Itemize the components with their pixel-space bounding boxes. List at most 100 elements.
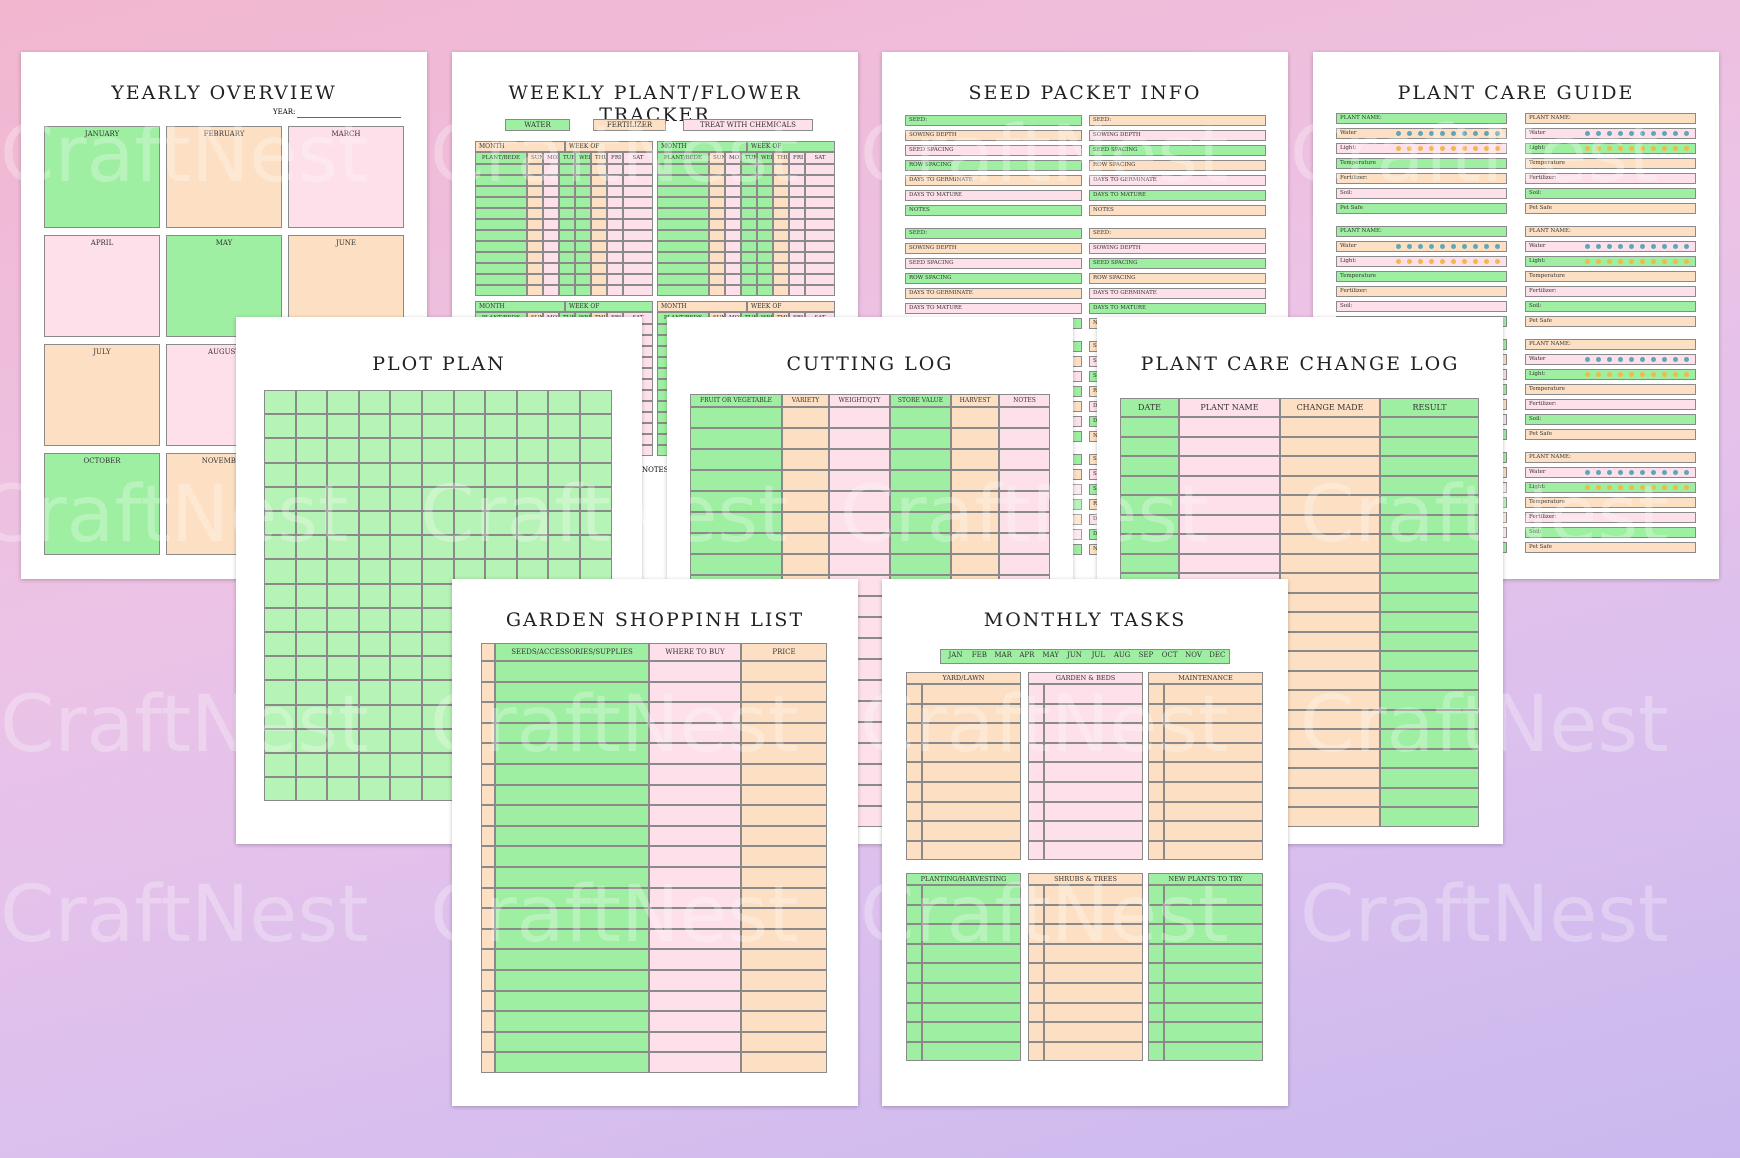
- table-cell: [475, 230, 527, 241]
- task-index: [906, 742, 922, 763]
- task-cell: [1164, 1022, 1263, 1042]
- table-cell: [805, 230, 835, 241]
- column-header: VARIETY: [782, 394, 829, 407]
- table-cell: [649, 887, 741, 909]
- water-drop: [1607, 470, 1612, 475]
- table-cell: [741, 681, 827, 703]
- plot-cell: [358, 535, 391, 560]
- table-cell: [607, 197, 623, 208]
- month-box: APRIL: [44, 235, 160, 337]
- page-title: PLOT PLAN: [372, 353, 506, 375]
- table-cell: [1179, 495, 1280, 515]
- table-cell: [782, 449, 829, 470]
- water-drop: [1429, 131, 1434, 136]
- table-cell: [709, 164, 725, 175]
- task-cell: [922, 821, 1021, 841]
- table-cell: [725, 186, 741, 197]
- column-header: SAT: [623, 152, 653, 164]
- table-cell: [1280, 495, 1380, 515]
- table-cell: [773, 274, 789, 285]
- plot-cell: [422, 728, 454, 753]
- task-index: [1148, 840, 1164, 861]
- task-cell: [922, 904, 1021, 925]
- table-cell: [649, 970, 741, 991]
- task-index: [1028, 762, 1044, 782]
- plot-cell: [358, 583, 391, 608]
- table-cell: [741, 1031, 827, 1053]
- care-field: PLANT NAME:: [1525, 113, 1696, 124]
- plot-cell: [327, 753, 359, 778]
- task-cell: [922, 963, 1021, 983]
- task-index: [1028, 924, 1044, 944]
- task-cell: [1044, 742, 1143, 763]
- table-cell: [649, 784, 741, 806]
- table-cell: [1280, 573, 1380, 593]
- plot-cell: [358, 390, 391, 415]
- table-cell: [543, 230, 559, 241]
- care-field: Temperature: [1336, 158, 1507, 169]
- table-cell: [741, 285, 757, 296]
- light-sun: [1629, 146, 1634, 151]
- table-cell: [657, 164, 709, 175]
- table-cell: [495, 949, 649, 970]
- table-cell: [1380, 592, 1479, 612]
- light-sun: [1596, 146, 1601, 151]
- plot-cell: [485, 462, 517, 487]
- column-header: SAT: [805, 152, 835, 164]
- month-item: MAY: [1042, 651, 1059, 659]
- plot-cell: [295, 390, 328, 415]
- plot-cell: [358, 704, 391, 729]
- table-cell: [741, 784, 827, 806]
- care-field: Soil:: [1525, 414, 1696, 425]
- table-cell: [725, 164, 741, 175]
- plot-cell: [327, 486, 359, 511]
- table-cell: [999, 533, 1050, 554]
- table-cell: [1120, 436, 1179, 456]
- table-cell: [481, 1052, 495, 1073]
- plot-cell: [327, 438, 359, 463]
- light-sun: [1396, 146, 1401, 151]
- water-drop: [1640, 470, 1645, 475]
- table-cell: [649, 867, 741, 888]
- table-cell: [805, 208, 835, 219]
- column-header: FRUIT OR VEGETABLE: [690, 394, 782, 407]
- table-cell: [1280, 748, 1380, 768]
- table-cell: [475, 197, 527, 208]
- table-cell: [741, 197, 757, 208]
- table-cell: [782, 428, 829, 449]
- table-cell: [829, 533, 890, 554]
- table-cell: [607, 252, 623, 263]
- table-cell: [475, 285, 527, 296]
- column-header: SUN: [527, 152, 543, 164]
- table-cell: [575, 175, 591, 186]
- table-cell: [623, 219, 653, 230]
- table-cell: [789, 175, 805, 186]
- table-cell: [607, 274, 623, 285]
- table-cell: [1120, 514, 1179, 534]
- month-box: JANUARY: [44, 126, 160, 228]
- plot-cell: [264, 607, 296, 632]
- table-cell: [805, 219, 835, 230]
- plot-cell: [453, 438, 486, 463]
- plot-cell: [327, 704, 359, 729]
- plot-cell: [327, 390, 359, 415]
- column-header: [481, 643, 495, 661]
- care-field: PLANT NAME:: [1525, 226, 1696, 237]
- table-cell: [623, 208, 653, 219]
- table-cell: [725, 285, 741, 296]
- table-cell: [1280, 456, 1380, 476]
- care-field: Pet Safe: [1525, 203, 1696, 214]
- task-index: [1148, 762, 1164, 782]
- task-index: [1028, 703, 1044, 724]
- plot-cell: [264, 511, 296, 536]
- task-cell: [1164, 1041, 1263, 1062]
- seed-field: DAYS TO MATURE: [1089, 303, 1266, 314]
- table-cell: [725, 241, 741, 252]
- plot-cell: [580, 486, 612, 511]
- plot-cell: [422, 511, 454, 536]
- table-cell: [999, 554, 1050, 575]
- table-cell: [495, 681, 649, 703]
- seed-field: ROW SPACING: [1089, 273, 1266, 284]
- care-field: PLANT NAME:: [1336, 226, 1507, 237]
- table-cell: [591, 175, 607, 186]
